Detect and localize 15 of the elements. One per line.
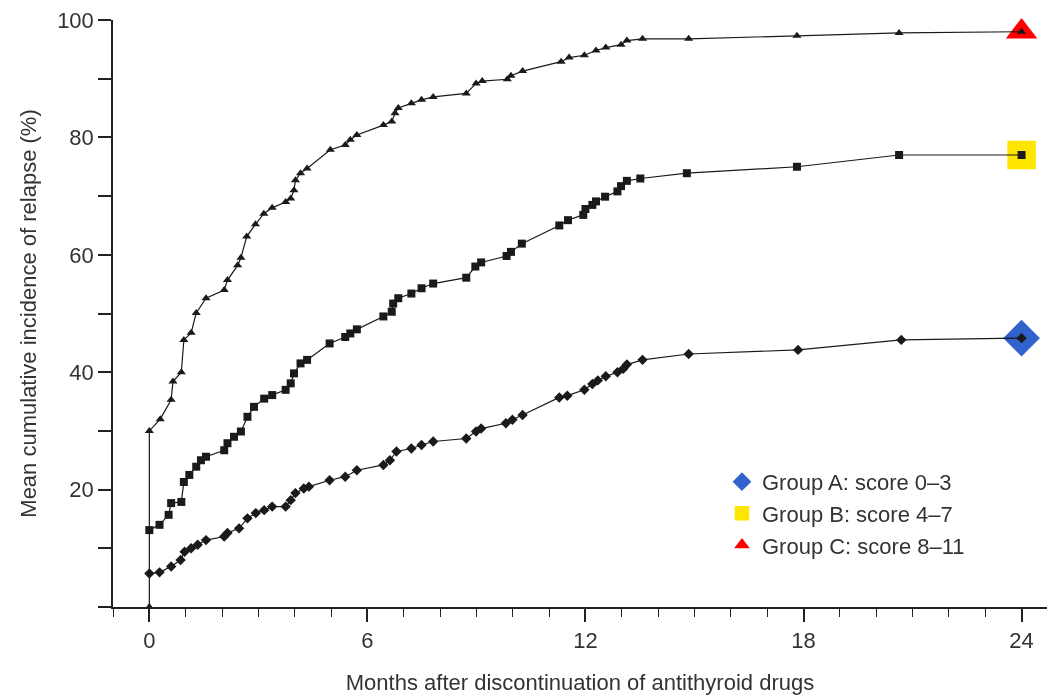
y-axis-title: Mean cumulative incidence of relapse (%)	[16, 109, 42, 518]
x-tick-label: 0	[143, 628, 156, 654]
x-axis-title: Months after discontinuation of antithyroid drugs	[345, 669, 815, 695]
y-tick-label: 100	[57, 7, 94, 33]
x-tick-label: 12	[573, 628, 598, 654]
y-tick-label: 40	[69, 359, 94, 385]
legend-label: Group B: score 4–7	[761, 501, 953, 527]
x-tick-label: 24	[1009, 628, 1034, 654]
legend-label: Group A: score 0–3	[761, 470, 952, 496]
x-tick-label: 6	[361, 628, 374, 654]
legend-label: Group C: score 8–11	[761, 533, 965, 559]
y-tick-label: 60	[69, 242, 94, 268]
y-tick-label: 20	[69, 477, 94, 503]
x-tick-label: 18	[791, 628, 816, 654]
y-tick-label: 80	[69, 125, 94, 151]
